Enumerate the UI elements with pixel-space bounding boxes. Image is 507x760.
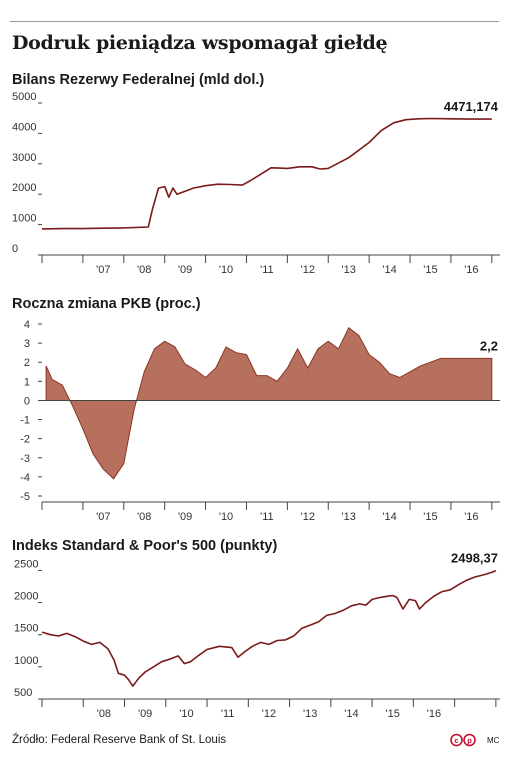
y-tick-label: 2 [24, 357, 30, 369]
x-tick-label: '10 [219, 264, 233, 276]
x-tick-label: '14 [382, 511, 396, 523]
x-tick-label: '11 [260, 511, 274, 523]
line-series-3 [41, 569, 497, 687]
top-rule [10, 21, 499, 22]
line-series-1 [41, 117, 492, 230]
y-tick-label: -2 [20, 434, 30, 446]
y-tick-label: 4000 [12, 121, 36, 133]
author-initials: MC [487, 736, 500, 745]
x-tick-label: '13 [303, 708, 317, 720]
y-tick-label: -5 [20, 491, 30, 503]
svg-text:c: c [454, 736, 458, 745]
gdp-area-series [45, 327, 493, 480]
end-value-label: 2,2 [480, 338, 498, 353]
source-note: Źródło: Federal Reserve Bank of St. Loui… [12, 734, 227, 746]
x-tick-label: '09 [178, 264, 192, 276]
x-tick-label: '07 [96, 511, 110, 523]
y-tick-label: 1 [24, 376, 30, 388]
y-tick-label: 4 [24, 319, 30, 331]
x-tick-label: '15 [423, 264, 437, 276]
y-tick-label: 5000 [12, 91, 36, 103]
x-tick-label: '15 [386, 708, 400, 720]
x-tick-label: '09 [178, 511, 192, 523]
y-tick-label: 2000 [14, 591, 38, 603]
page-title: Dodruk pieniądza wspomagał giełdę [12, 32, 388, 54]
fed-balance-chart: 0 1000 2000 3000 4000 5000 '07 '08 '09 '10 '11 '12 '… [12, 91, 500, 276]
y-tick-label: 1500 [14, 623, 38, 635]
y-tick-label: 0 [12, 243, 18, 255]
x-tick-label: '12 [301, 264, 315, 276]
x-tick-label: '09 [138, 708, 152, 720]
chart-2-title: Roczna zmiana PKB (proc.) [12, 296, 201, 312]
x-tick-label: '16 [427, 708, 441, 720]
chart-3-title: Indeks Standard & Poor's 500 (punkty) [12, 538, 278, 554]
end-value-label: 4471,174 [444, 99, 499, 114]
y-tick-label: 2500 [14, 558, 38, 570]
x-tick-label: '13 [342, 511, 356, 523]
y-tick-label: 500 [14, 687, 32, 699]
end-value-label: 2498,37 [451, 551, 498, 566]
y-tick-label: -3 [20, 453, 30, 465]
x-tick-label: '15 [423, 511, 437, 523]
x-tick-label: '12 [301, 511, 315, 523]
y-tick-label: 0 [24, 395, 30, 407]
x-tick-label: '11 [260, 264, 274, 276]
y-tick-label: -1 [20, 415, 30, 427]
x-tick-label: '16 [464, 511, 478, 523]
gdp-change-chart: -5 -4 -3 -2 -1 0 1 2 3 4 '07 '08 '09 '10 '11 '12 '13 '14 '… [20, 319, 500, 523]
y-tick-label: 3 [24, 338, 30, 350]
x-tick-label: '14 [382, 264, 396, 276]
x-tick-label: '11 [221, 708, 235, 720]
x-tick-label: '08 [97, 708, 111, 720]
y-tick-label: 2000 [12, 182, 36, 194]
x-tick-label: '13 [342, 264, 356, 276]
x-tick-label: '08 [137, 264, 151, 276]
chart-1-title: Bilans Rezerwy Federalnej (mld dol.) [12, 72, 265, 88]
y-tick-label: -4 [20, 472, 30, 484]
x-tick-label: '10 [179, 708, 193, 720]
x-tick-label: '14 [344, 708, 358, 720]
y-tick-label: 1000 [14, 655, 38, 667]
x-tick-label: '12 [262, 708, 276, 720]
x-tick-label: '08 [137, 511, 151, 523]
y-tick-label: 1000 [12, 213, 36, 225]
x-tick-label: '16 [464, 264, 478, 276]
y-tick-label: 3000 [12, 152, 36, 164]
x-tick-label: '10 [219, 511, 233, 523]
sp500-chart: 500 1000 1500 2000 2500 '08 '09 '10 '11 '12 '13 '14… [14, 551, 500, 720]
x-tick-label: '07 [96, 264, 110, 276]
publisher-logo-icon: c p [450, 733, 476, 747]
svg-text:p: p [467, 736, 472, 745]
